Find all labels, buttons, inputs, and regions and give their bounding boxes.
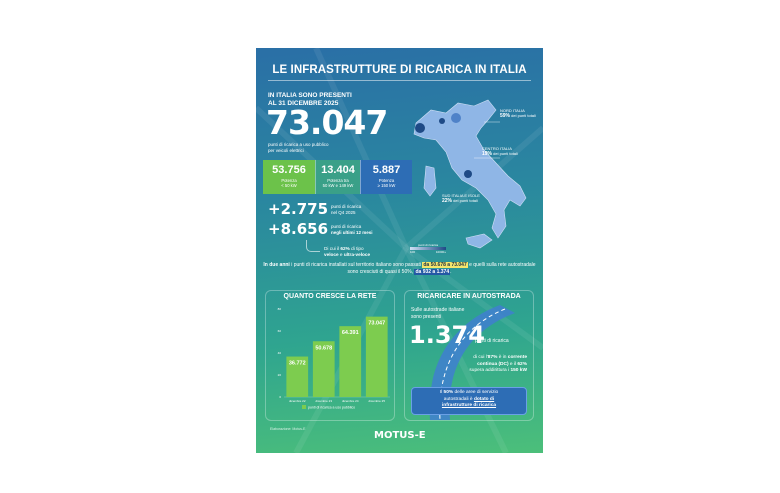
- highway-title: RICARICARE IN AUTOSTRADA: [417, 293, 521, 300]
- title-divider: [268, 80, 531, 81]
- growth-label: nel Q4 2025: [331, 209, 356, 215]
- box-label: Potenza tra: [327, 178, 349, 183]
- y-tick-label: 20: [278, 373, 282, 377]
- page-title: LE INFRASTRUTTURE DI RICARICA IN ITALIA: [272, 64, 527, 76]
- highway-service-areas-box: Il 50% delle aree di servizio autostrada…: [411, 387, 527, 415]
- source-note: Elaborazione: Motus-E: [270, 427, 306, 431]
- growth-label: punti di ricarica: [331, 204, 362, 209]
- box-label: < 50 kW: [281, 183, 297, 188]
- box-value: 13.404: [321, 164, 355, 176]
- growth-label: punti di ricarica: [331, 224, 362, 229]
- power-box-low: 53.756 Potenza < 50 kW: [263, 160, 315, 194]
- bar: [339, 326, 362, 397]
- fast-charging-note: Di cui il 62% di tipo veloce e ultra-vel…: [324, 246, 371, 257]
- growth-chart-panel: QUANTO CRESCE LA RETE 0 20 40 60 80 36.772 dic…: [265, 290, 395, 421]
- caption-line-2: per veicoli elettrici: [268, 147, 304, 153]
- x-tick-label: dicembre 25: [368, 399, 385, 403]
- highway-intro: Sulle autostrade italiane sono presenti: [411, 307, 465, 320]
- bar: [312, 341, 335, 397]
- bar-data-label: 73.047: [368, 321, 385, 327]
- bar-data-label: 36.772: [289, 361, 306, 367]
- y-tick-label: 60: [278, 329, 282, 333]
- map-label-north: NORD ITALIA 59% dei punti totali: [500, 108, 536, 119]
- highway-points-label: punti di ricarica: [475, 338, 509, 344]
- y-tick-label: 40: [278, 351, 282, 355]
- box-label: Potenza: [281, 178, 297, 183]
- caption-line-1: punti di ricarica a uso pubblico: [268, 142, 329, 147]
- x-tick-label: dicembre 24: [342, 399, 359, 403]
- legend-label: punti di ricarica a uso pubblico: [308, 406, 355, 410]
- legend-gradient: [410, 247, 446, 250]
- bar-data-label: 50.678: [315, 345, 332, 351]
- bar: [286, 356, 309, 397]
- x-tick-label: dicembre 23: [315, 399, 332, 403]
- connector-line: [306, 240, 320, 252]
- summary-paragraph: In due anni i punti di ricarica installa…: [263, 262, 536, 275]
- map-label-south: SUD ITALIA E ISOLE 22% dei punti totali: [442, 193, 480, 204]
- highway-details: di cui l'87% è in corrente continua (DC)…: [469, 355, 527, 373]
- bar-data-label: 64.391: [342, 330, 359, 336]
- chart-title: QUANTO CRESCE LA RETE: [283, 293, 377, 300]
- y-tick-label: 0: [279, 395, 281, 399]
- bar-chart: 0 20 40 60 80 36.772 dicembre 22 50.678 dicembre…: [278, 307, 390, 410]
- total-caption: punti di ricarica a uso pubblico per vei…: [268, 142, 329, 153]
- infographic: LE INFRASTRUTTURE DI RICARICA IN ITALIA …: [256, 48, 543, 453]
- box-value: 5.887: [372, 164, 401, 176]
- box-label: ≥ 150 kW: [377, 183, 396, 188]
- motus-e-logo: MOTUS-E: [374, 430, 426, 441]
- highway-points-value: 1.374: [409, 321, 485, 349]
- map-label-center: CENTRO ITALIA 19% dei punti totali: [482, 146, 518, 157]
- intro-line-2: AL 31 DICEMBRE 2025: [268, 100, 339, 107]
- box-label: Potenza: [378, 178, 395, 183]
- bar: [365, 316, 388, 397]
- total-charging-points: 73.047: [266, 103, 388, 142]
- legend-swatch: [302, 405, 306, 409]
- box-label: 50 kW e 149 kW: [322, 183, 354, 188]
- power-box-mid: 13.404 Potenza tra 50 kW e 149 kW: [315, 160, 360, 194]
- box-value: 53.756: [272, 164, 306, 176]
- power-box-high: 5.887 Potenza ≥ 150 kW: [360, 160, 412, 194]
- x-tick-label: dicembre 22: [289, 399, 306, 403]
- intro-heading: IN ITALIA SONO PRESENTI AL 31 DICEMBRE 2…: [268, 92, 352, 108]
- growth-12-months: +8.656 punti di ricarica negli ultimi 12 …: [268, 221, 373, 238]
- growth-value: +2.775: [268, 200, 329, 218]
- highway-panel: RICARICARE IN AUTOSTRADA Sulle autostrad…: [404, 290, 534, 421]
- growth-label: negli ultimi 12 mesi: [331, 229, 373, 235]
- italy-map: [413, 99, 527, 249]
- y-tick-label: 80: [278, 307, 282, 311]
- growth-q4: +2.775 punti di ricarica nel Q4 2025: [268, 201, 361, 218]
- map-legend: punti di ricarica 100 10000+: [410, 243, 446, 254]
- growth-value: +8.656: [268, 220, 329, 238]
- intro-line-1: IN ITALIA SONO PRESENTI: [268, 92, 352, 99]
